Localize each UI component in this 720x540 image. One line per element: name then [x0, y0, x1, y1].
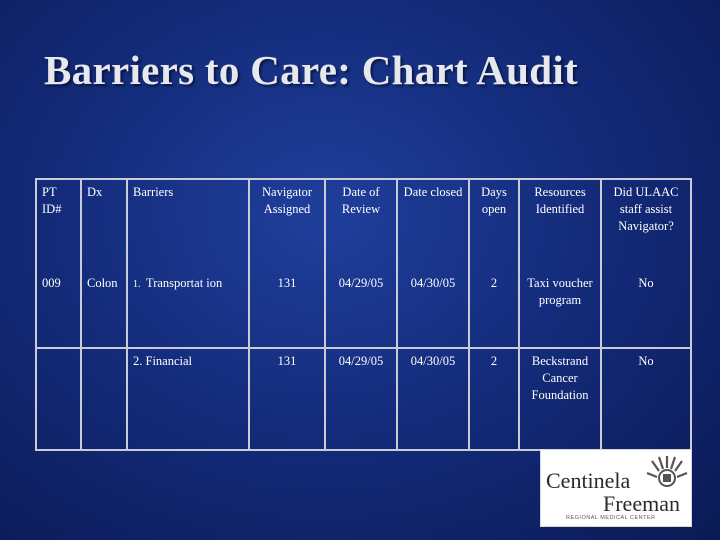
header-barriers: Barriers: [126, 179, 250, 270]
cell-days-open: 2: [468, 270, 520, 348]
slide-title: Barriers to Care: Chart Audit: [44, 47, 579, 93]
header-pt-id: PT ID#: [35, 179, 82, 270]
cell-pt-id: [35, 348, 82, 450]
cell-barrier: 1. Transportat ion: [126, 270, 250, 348]
cell-navigator-assigned: 131: [248, 348, 326, 450]
cell-ulaac-assist: No: [600, 348, 692, 450]
header-ulaac-assist: Did ULAAC staff assist Navigator?: [600, 179, 692, 270]
cell-ulaac-assist: No: [600, 270, 692, 348]
logo-text-centinela: Centinela: [546, 468, 631, 493]
chart-audit-table: PT ID# Dx Barriers Navigator Assigned Da…: [35, 178, 692, 451]
cell-resources-identified: Taxi voucher program: [518, 270, 602, 348]
cell-days-open: 2: [468, 348, 520, 450]
header-dx: Dx: [80, 179, 128, 270]
cell-barrier: 2. Financial: [126, 348, 250, 450]
centinela-freeman-logo: Centinela Freeman REGIONAL MEDICAL CENTE…: [540, 449, 692, 527]
header-days-open: Days open: [468, 179, 520, 270]
cell-resources-identified: Beckstrand Cancer Foundation: [518, 348, 602, 450]
header-navigator-assigned: Navigator Assigned: [248, 179, 326, 270]
cell-dx: [80, 348, 128, 450]
cell-dx: Colon: [80, 270, 128, 348]
header-date-of-review: Date of Review: [324, 179, 398, 270]
logo-text-subtitle: REGIONAL MEDICAL CENTER: [566, 515, 656, 521]
cell-date-closed: 04/30/05: [396, 348, 470, 450]
table-header-row: PT ID# Dx Barriers Navigator Assigned Da…: [35, 179, 692, 270]
header-date-closed: Date closed: [396, 179, 470, 270]
sunburst-logo-icon: [646, 456, 688, 487]
header-resources-identified: Resources Identified: [518, 179, 602, 270]
cell-date-of-review: 04/29/05: [324, 348, 398, 450]
cell-navigator-assigned: 131: [248, 270, 326, 348]
logo-text-freeman: Freeman: [603, 491, 680, 516]
table-row: 2. Financial 131 04/29/05 04/30/05 2 Bec…: [35, 348, 692, 450]
cell-pt-id: 009: [35, 270, 82, 348]
cell-date-closed: 04/30/05: [396, 270, 470, 348]
barrier-number: 1.: [133, 279, 141, 290]
table-row: 009 Colon 1. Transportat ion 131 04/29/0…: [35, 270, 692, 348]
cell-date-of-review: 04/29/05: [324, 270, 398, 348]
barrier-text: Transportat ion: [146, 276, 223, 290]
